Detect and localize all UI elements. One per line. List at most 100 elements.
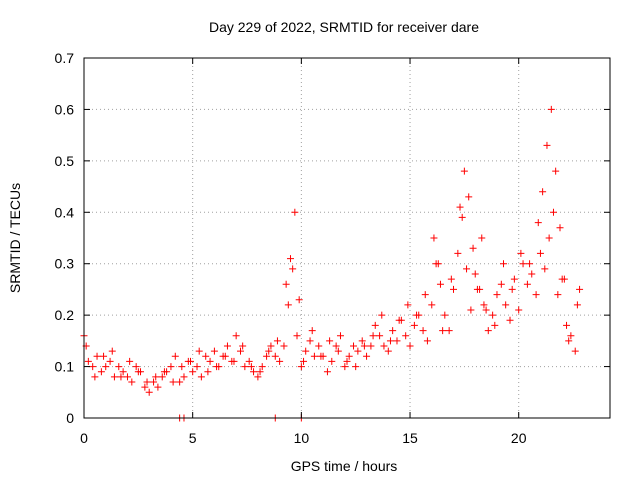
data-point — [493, 291, 501, 299]
y-tick-label: 0.4 — [55, 204, 75, 220]
data-point — [84, 357, 92, 365]
chart-title: Day 229 of 2022, SRMTID for receiver dar… — [209, 19, 479, 35]
data-point — [454, 249, 462, 257]
data-point — [123, 373, 131, 381]
data-point — [482, 306, 490, 314]
data-point — [539, 188, 547, 196]
data-point — [428, 301, 436, 309]
data-point — [293, 332, 301, 340]
data-point — [239, 342, 247, 350]
data-point — [469, 244, 477, 252]
y-tick-label: 0.5 — [55, 153, 75, 169]
data-point — [473, 285, 481, 293]
data-point — [271, 352, 279, 360]
data-point — [478, 234, 486, 242]
data-point — [341, 363, 349, 371]
data-point — [160, 368, 168, 376]
data-point — [517, 249, 525, 257]
data-point — [106, 357, 114, 365]
data-point — [534, 219, 542, 227]
data-point — [421, 291, 429, 299]
data-point — [541, 265, 549, 273]
x-axis-label: GPS time / hours — [291, 458, 398, 474]
data-point — [380, 342, 388, 350]
data-point — [152, 373, 160, 381]
data-point — [484, 327, 492, 335]
data-point — [480, 301, 488, 309]
data-point — [497, 280, 505, 288]
data-point — [91, 373, 99, 381]
data-point — [334, 347, 342, 355]
data-point — [282, 280, 290, 288]
data-point — [402, 332, 410, 340]
data-point — [460, 167, 468, 175]
data-point — [100, 352, 108, 360]
data-point — [117, 373, 125, 381]
data-point — [441, 311, 449, 319]
data-point — [552, 167, 560, 175]
data-point — [323, 368, 331, 376]
data-point — [336, 332, 344, 340]
data-point — [413, 311, 421, 319]
data-point — [395, 316, 403, 324]
data-point — [93, 352, 101, 360]
data-point — [369, 332, 377, 340]
plot-frame — [83, 57, 611, 419]
data-point — [297, 363, 305, 371]
data-point — [519, 260, 527, 268]
data-point — [291, 208, 299, 216]
data-point — [384, 347, 392, 355]
data-point — [547, 105, 555, 113]
data-point — [154, 383, 162, 391]
data-point — [430, 234, 438, 242]
data-point — [463, 265, 471, 273]
y-tick-label: 0 — [66, 410, 74, 426]
data-point — [273, 337, 281, 345]
data-point — [176, 378, 184, 386]
data-point — [213, 363, 221, 371]
data-point — [295, 296, 303, 304]
data-point — [134, 368, 142, 376]
data-point — [343, 357, 351, 365]
data-point — [189, 368, 197, 376]
data-point — [241, 363, 249, 371]
data-point — [556, 224, 564, 232]
data-point — [471, 270, 479, 278]
data-point — [187, 357, 195, 365]
y-axis-label: SRMTID / TECUs — [7, 183, 23, 293]
data-point — [276, 357, 284, 365]
data-point — [204, 368, 212, 376]
data-point — [450, 285, 458, 293]
data-point — [465, 193, 473, 201]
data-point — [376, 332, 384, 340]
data-point — [89, 363, 97, 371]
data-point — [178, 363, 186, 371]
data-point — [195, 347, 203, 355]
data-point — [306, 337, 314, 345]
data-point — [143, 378, 151, 386]
x-tick-label: 20 — [511, 430, 527, 446]
data-point — [223, 342, 231, 350]
data-point — [352, 363, 360, 371]
data-point — [515, 306, 523, 314]
data-point — [210, 347, 218, 355]
data-point — [232, 332, 240, 340]
data-point — [406, 342, 414, 350]
data-point — [171, 352, 179, 360]
data-point — [378, 311, 386, 319]
data-point — [247, 363, 255, 371]
data-point — [410, 321, 418, 329]
data-point — [491, 321, 499, 329]
data-point — [571, 347, 579, 355]
data-point — [202, 352, 210, 360]
data-point — [258, 363, 266, 371]
data-point — [532, 291, 540, 299]
data-point — [197, 373, 205, 381]
data-point — [506, 316, 514, 324]
axis-ticks: 0 0.1 0.2 0.3 0.4 0.5 0.6 0.7 0 5 10 15 20 — [55, 50, 610, 446]
data-point — [302, 347, 310, 355]
data-point — [132, 363, 140, 371]
data-point — [230, 357, 238, 365]
